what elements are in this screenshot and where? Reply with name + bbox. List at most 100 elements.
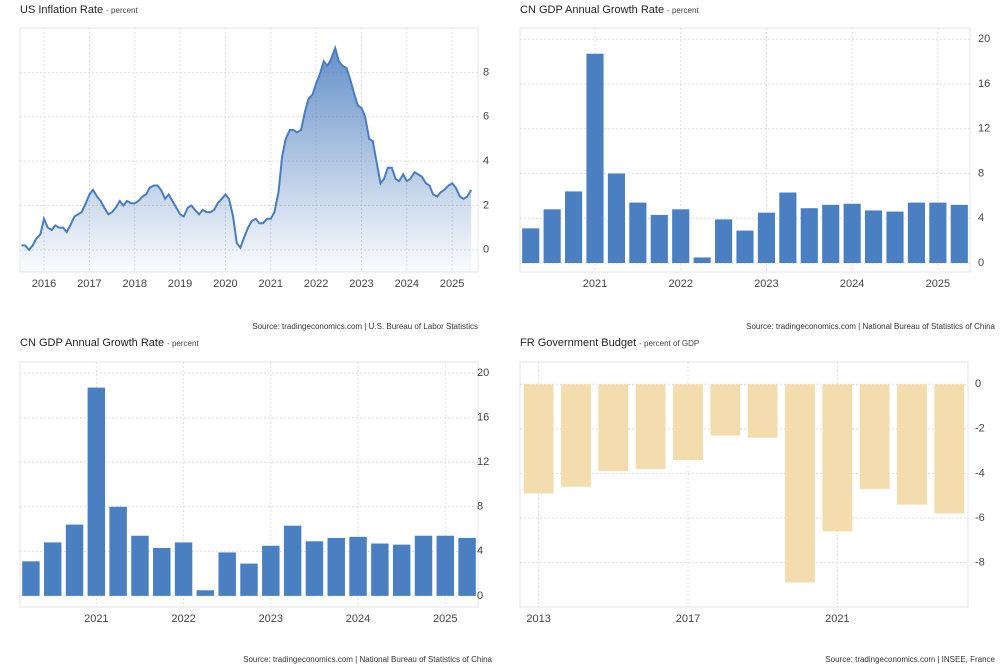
bar <box>586 53 604 264</box>
x-tick-label: 2023 <box>754 278 778 290</box>
x-tick-label: 2021 <box>84 613 108 625</box>
bar <box>522 228 540 264</box>
bar <box>865 210 883 264</box>
bar <box>392 544 411 596</box>
bar <box>414 535 433 596</box>
bar <box>629 202 647 264</box>
bar <box>196 590 215 596</box>
x-tick-label: 2024 <box>395 278 419 290</box>
bar <box>934 384 965 514</box>
bar <box>907 202 925 264</box>
y-tick-label: 2 <box>483 199 489 211</box>
bar <box>561 384 591 487</box>
line <box>21 44 473 252</box>
bar <box>65 524 84 596</box>
x-tick-label: 2021 <box>825 613 849 625</box>
x-tick-label: 2018 <box>122 278 146 290</box>
chart-title: CN GDP Annual Growth Rate <box>520 4 664 16</box>
x-tick-label: 2019 <box>168 278 192 290</box>
bar <box>87 387 106 596</box>
chart-subtitle: - percent <box>667 6 699 15</box>
x-tick-label: 2022 <box>171 613 195 625</box>
y-tick-label: 8 <box>477 501 483 513</box>
bar <box>710 384 741 436</box>
bar <box>757 212 775 264</box>
bar <box>262 545 280 596</box>
chart-source: Source: tradingeconomics.com | National … <box>243 655 492 664</box>
bar <box>240 563 258 596</box>
x-tick-label: 2021 <box>583 278 607 290</box>
y-tick-label: 20 <box>978 33 990 45</box>
bar <box>174 542 193 596</box>
plot-frame <box>19 361 479 608</box>
bar <box>672 209 690 264</box>
plot-frame <box>519 361 969 608</box>
bar <box>747 384 778 438</box>
x-tick-label: 2024 <box>840 278 864 290</box>
x-tick-label: 2022 <box>304 278 328 290</box>
y-tick-label: 4 <box>978 212 984 224</box>
bar <box>897 384 927 505</box>
x-tick-label: 2021 <box>259 278 283 290</box>
bar <box>736 230 754 264</box>
chart-subtitle: - percent of GDP <box>639 339 699 348</box>
chart-title: CN GDP Annual Growth Rate <box>20 337 164 349</box>
bar <box>598 384 629 472</box>
bar <box>371 543 389 596</box>
bar <box>800 208 818 264</box>
chart-source: Source: tradingeconomics.com | INSEE, Fr… <box>825 655 995 664</box>
x-tick-label: 2020 <box>213 278 237 290</box>
bar <box>153 547 171 596</box>
bar <box>283 525 302 596</box>
bar <box>22 561 40 596</box>
y-tick-label: 0 <box>477 590 483 602</box>
y-tick-label: 12 <box>978 123 990 135</box>
bar <box>218 552 236 596</box>
bar <box>785 384 815 583</box>
x-tick-label: 2025 <box>926 278 950 290</box>
y-tick-label: 16 <box>978 78 990 90</box>
x-tick-label: 2025 <box>433 613 457 625</box>
bar <box>822 384 853 532</box>
bar <box>349 536 367 596</box>
bar <box>779 192 797 264</box>
y-tick-label: 4 <box>483 155 489 167</box>
bar <box>693 257 711 264</box>
y-tick-label: 0 <box>975 378 981 390</box>
chart-subtitle: - percent <box>106 6 138 15</box>
x-tick-label: 2017 <box>676 613 700 625</box>
bar <box>859 384 890 489</box>
bar <box>607 173 625 264</box>
x-tick-label: 2017 <box>77 278 101 290</box>
bar <box>673 384 703 460</box>
chart-subtitle: - percent <box>167 339 199 348</box>
bar <box>843 203 861 264</box>
bar <box>43 542 62 596</box>
bar <box>458 537 476 596</box>
y-tick-label: 8 <box>978 167 984 179</box>
bar <box>886 211 904 264</box>
area <box>21 48 472 272</box>
x-tick-label: 2023 <box>349 278 373 290</box>
y-tick-label: -4 <box>975 467 985 479</box>
y-tick-label: 8 <box>483 66 489 78</box>
bar <box>650 214 668 264</box>
chart-source: Source: tradingeconomics.com | National … <box>746 322 995 331</box>
chart-title: US Inflation Rate <box>20 4 103 16</box>
y-tick-label: 16 <box>477 412 489 424</box>
x-tick-label: 2013 <box>526 613 550 625</box>
bar <box>523 384 554 494</box>
chart-title: FR Government Budget <box>520 337 636 349</box>
bar <box>131 535 149 596</box>
y-tick-label: 6 <box>483 111 489 123</box>
x-tick-label: 2022 <box>668 278 692 290</box>
x-tick-label: 2023 <box>259 613 283 625</box>
bar <box>950 204 968 264</box>
bar <box>929 202 947 264</box>
x-tick-label: 2016 <box>32 278 56 290</box>
bar <box>109 506 127 596</box>
x-tick-label: 2025 <box>440 278 464 290</box>
y-tick-label: 4 <box>477 545 483 557</box>
y-tick-label: -8 <box>975 556 985 568</box>
